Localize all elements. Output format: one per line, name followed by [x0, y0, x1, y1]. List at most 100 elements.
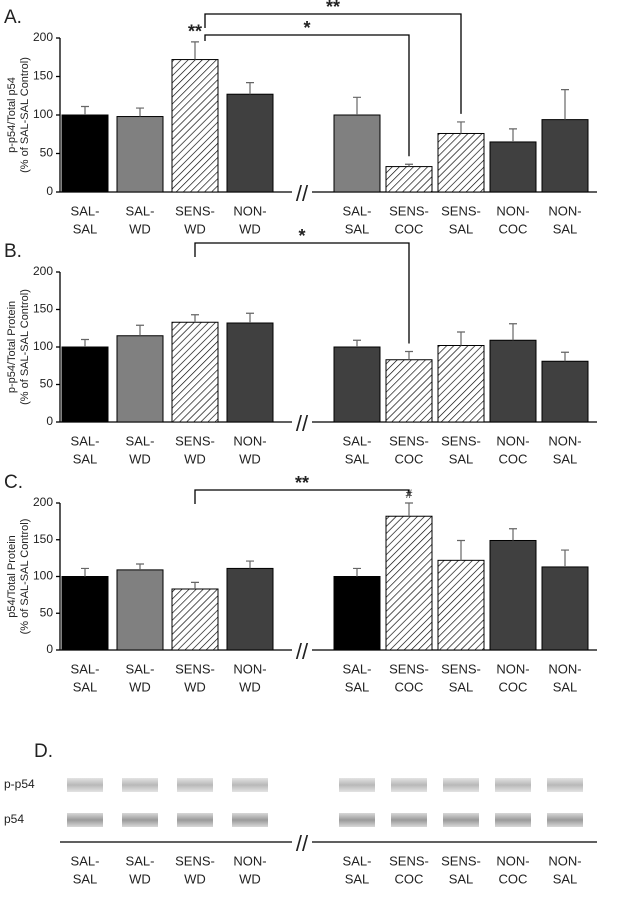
blot-band [122, 813, 158, 827]
blot-band [547, 778, 583, 792]
y-tick-label: 50 [40, 377, 54, 391]
bar [333, 346, 381, 423]
blot-column-label: SAL [73, 871, 98, 886]
x-tick-label: SAL- [126, 661, 155, 676]
error-bar [81, 105, 89, 115]
blot-column-label: SAL- [126, 853, 155, 868]
x-tick-label: SAL [449, 221, 474, 236]
bar [116, 569, 164, 651]
bar [489, 539, 537, 651]
y-tick-label: 100 [33, 569, 53, 583]
error-bar [353, 339, 361, 347]
y-axis-label: (% of SAL-SAL Control) [19, 289, 31, 405]
blot-row-label: p54 [4, 812, 24, 826]
x-tick-label: WD [239, 221, 261, 236]
axis-break: // [296, 639, 309, 664]
y-tick-label: 0 [46, 642, 53, 656]
bar [226, 322, 274, 423]
bar [541, 119, 589, 193]
x-tick-label: WD [184, 221, 206, 236]
x-tick-label: COC [499, 679, 528, 694]
error-bar [191, 314, 199, 323]
x-tick-label: NON- [233, 203, 266, 218]
error-bar [561, 549, 569, 567]
error-bar [405, 502, 413, 517]
x-tick-label: SAL [73, 451, 98, 466]
x-tick-label: SAL [553, 221, 578, 236]
x-tick-label: WD [184, 451, 206, 466]
bar [541, 566, 589, 651]
x-tick-label: SAL [553, 451, 578, 466]
panel-label: D. [34, 741, 53, 762]
x-tick-label: SENS- [441, 661, 481, 676]
blot-column-label: COC [499, 871, 528, 886]
blot-row-label: p-p54 [4, 777, 35, 791]
x-tick-label: WD [129, 679, 151, 694]
blot-column-label: SENS- [441, 853, 481, 868]
blot-band [547, 813, 583, 827]
error-bar [246, 82, 254, 95]
bar [385, 166, 433, 193]
y-axis-label: p54/Total Protein [6, 535, 18, 618]
error-bar [509, 323, 517, 341]
bar [61, 576, 109, 651]
error-bar [136, 324, 144, 336]
x-tick-label: SAL- [126, 203, 155, 218]
bracket [194, 242, 410, 344]
bar [385, 515, 433, 651]
x-tick-label: NON- [548, 433, 581, 448]
bar [116, 116, 164, 193]
significance-mark: ** [188, 22, 202, 42]
bar [61, 346, 109, 423]
x-tick-label: NON- [233, 661, 266, 676]
x-tick-label: SENS- [389, 203, 429, 218]
blot-column-label: SAL [553, 871, 578, 886]
x-tick-label: SAL [449, 679, 474, 694]
blot-column-label: NON- [496, 853, 529, 868]
error-bar [81, 567, 89, 577]
blot-band [232, 778, 268, 792]
bar [489, 141, 537, 193]
x-tick-label: SAL [345, 679, 370, 694]
x-tick-label: SAL [73, 679, 98, 694]
error-bar [405, 163, 413, 167]
y-tick-label: 150 [33, 302, 53, 316]
blot-column-label: WD [184, 871, 206, 886]
x-tick-label: NON- [233, 433, 266, 448]
x-tick-label: COC [395, 451, 424, 466]
blot-band [495, 813, 531, 827]
bar [437, 345, 485, 423]
axis-break: // [296, 411, 309, 436]
blot-band [339, 778, 375, 792]
blot-column-label: NON- [548, 853, 581, 868]
blot-band [391, 813, 427, 827]
y-tick-label: 200 [33, 495, 53, 509]
blot-band [122, 778, 158, 792]
y-tick-label: 150 [33, 532, 53, 546]
blot-band [339, 813, 375, 827]
x-tick-label: SAL- [71, 433, 100, 448]
blot-band [443, 778, 479, 792]
error-bar [457, 539, 465, 561]
blot-band [391, 778, 427, 792]
x-tick-label: COC [499, 451, 528, 466]
x-tick-label: SAL- [126, 433, 155, 448]
bar [61, 114, 109, 193]
blot-column-label: SAL- [71, 853, 100, 868]
x-tick-label: NON- [496, 433, 529, 448]
bracket-label: * [303, 18, 310, 38]
x-tick-label: SAL- [71, 661, 100, 676]
error-bar [246, 312, 254, 323]
blot-band [67, 778, 103, 792]
y-axis-label: (% of SAL-SAL Control) [19, 519, 31, 635]
x-tick-label: COC [395, 221, 424, 236]
error-bar [561, 351, 569, 362]
panel-label: B. [4, 241, 22, 262]
y-tick-label: 50 [40, 146, 54, 160]
bracket [194, 489, 410, 504]
error-bar [136, 563, 144, 570]
bar [489, 339, 537, 423]
y-axis-label: (% of SAL-SAL Control) [19, 57, 31, 173]
y-tick-label: 100 [33, 107, 53, 121]
bar [385, 359, 433, 423]
